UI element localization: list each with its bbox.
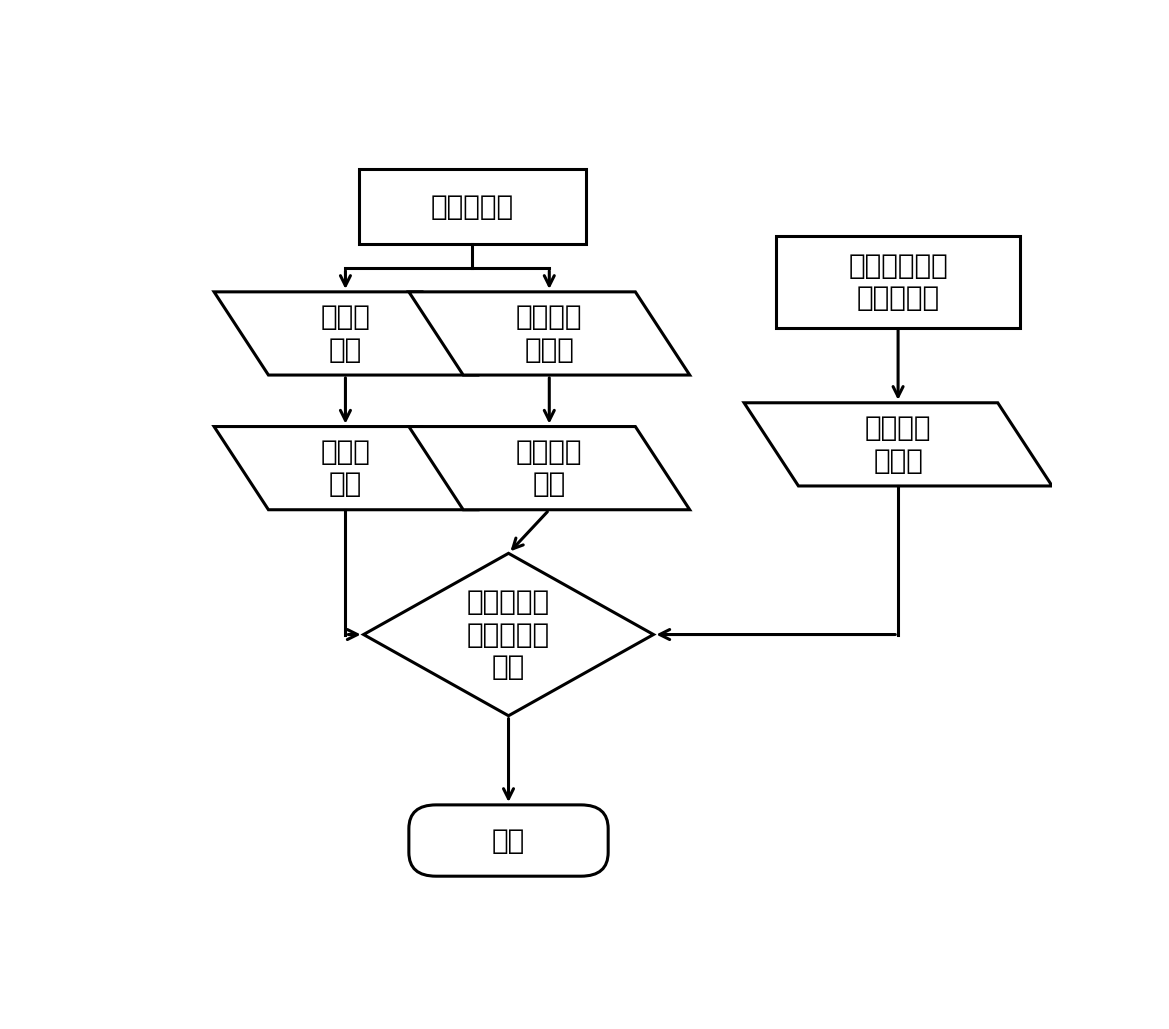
Text: 大气总相干长
度测量设备: 大气总相干长 度测量设备 [849,252,948,312]
Polygon shape [364,554,653,716]
Text: 子孔径图
像分割: 子孔径图 像分割 [516,304,582,363]
Polygon shape [214,292,477,375]
Text: 输出每层大
气湍流强度
参数: 输出每层大 气湍流强度 参数 [466,589,551,681]
Text: 大气总相
干长度: 大气总相 干长度 [865,415,932,474]
Polygon shape [409,427,690,509]
Polygon shape [743,402,1052,486]
FancyBboxPatch shape [359,169,586,244]
FancyBboxPatch shape [409,805,608,877]
FancyBboxPatch shape [776,237,1021,327]
Text: 子孔径
斜率: 子孔径 斜率 [320,438,371,498]
Polygon shape [214,427,477,509]
Text: 结束: 结束 [492,826,525,854]
Polygon shape [409,292,690,375]
Text: 波前传感器: 波前传感器 [430,192,514,220]
Text: 大气分层
参数: 大气分层 参数 [516,438,582,498]
Text: 子孔径
排布: 子孔径 排布 [320,304,371,363]
